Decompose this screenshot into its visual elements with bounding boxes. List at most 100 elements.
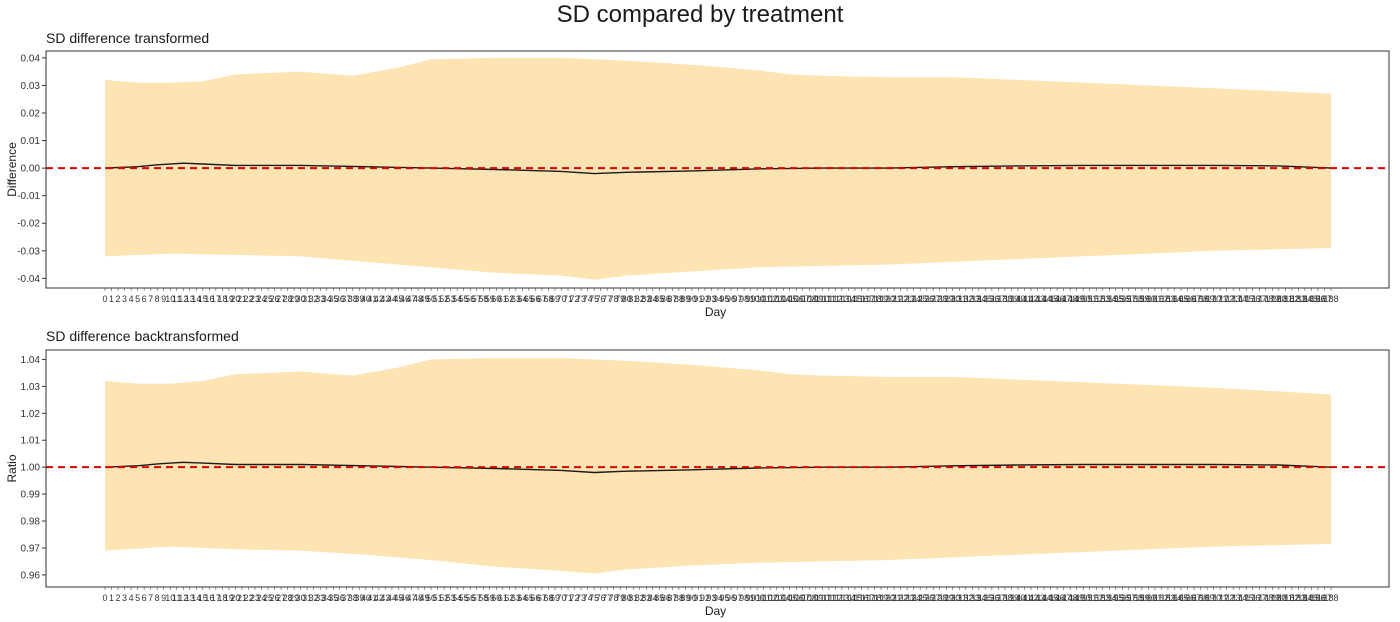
x-tick-label: 106 (789, 294, 804, 304)
y-tick-label: 0.01 (21, 136, 41, 147)
x-tick-label: 18 (217, 294, 227, 304)
x-tick-label: 157 (1121, 294, 1136, 304)
x-tick-label: 12 (178, 593, 188, 603)
x-tick-label: 69 (550, 294, 560, 304)
x-tick-label: 108 (802, 294, 817, 304)
x-tick-label: 11 (172, 593, 181, 603)
x-tick-label: 141 (1017, 294, 1032, 304)
x-tick-label: 27 (276, 593, 286, 603)
x-tick-label: 139 (1004, 593, 1019, 603)
x-tick-label: 83 (641, 294, 651, 304)
x-tick-label: 87 (667, 294, 677, 304)
x-tick-label: 50 (426, 294, 436, 304)
x-tick-label: 9 (161, 593, 166, 603)
x-tick-label: 57 (472, 593, 482, 603)
x-tick-label: 71 (563, 294, 573, 304)
x-tick-label: 75 (589, 294, 599, 304)
x-tick-label: 120 (880, 294, 895, 304)
x-tick-label: 52 (439, 593, 449, 603)
x-tick-label: 22 (243, 294, 253, 304)
x-tick-label: 148 (1063, 593, 1078, 603)
x-tick-label: 150 (1076, 294, 1091, 304)
x-tick-label: 44 (387, 593, 397, 603)
x-tick-label: 115 (848, 593, 862, 603)
x-tick-label: 28 (283, 593, 293, 603)
x-tick-label: 36 (335, 294, 345, 304)
x-tick-label: 183 (1291, 593, 1306, 603)
x-tick-label: 146 (1050, 294, 1065, 304)
x-tick-label: 166 (1180, 294, 1195, 304)
x-tick-label: 84 (648, 294, 658, 304)
x-tick-label: 139 (1004, 294, 1019, 304)
x-tick-label: 178 (1258, 593, 1273, 603)
y-tick-label: -0.04 (17, 274, 40, 285)
x-tick-label: 187 (1317, 593, 1332, 603)
x-tick-label: 43 (380, 593, 390, 603)
x-tick-label: 111 (822, 294, 836, 304)
panel-title: SD difference transformed (46, 30, 209, 46)
x-tick-label: 144 (1037, 294, 1052, 304)
x-tick-label: 53 (446, 294, 456, 304)
x-tick-label: 15 (198, 294, 208, 304)
x-tick-label: 101 (756, 593, 771, 603)
panel-title: SD difference backtransformed (46, 328, 239, 344)
x-tick-label: 29 (289, 294, 299, 304)
x-tick-label: 57 (472, 294, 482, 304)
x-tick-label: 94 (713, 593, 723, 603)
x-tick-label: 17 (211, 593, 221, 603)
x-tick-label: 52 (439, 294, 449, 304)
x-tick-label: 149 (1069, 593, 1084, 603)
y-axis-label: Difference (5, 142, 19, 197)
x-tick-label: 105 (782, 593, 797, 603)
x-tick-label: 140 (1010, 593, 1025, 603)
x-tick-label: 65 (524, 593, 534, 603)
x-tick-label: 145 (1043, 593, 1058, 603)
x-tick-label: 145 (1043, 294, 1058, 304)
y-tick-label: 0.98 (21, 517, 41, 528)
x-tick-label: 85 (654, 294, 664, 304)
x-tick-label: 110 (815, 294, 829, 304)
x-tick-label: 53 (446, 593, 456, 603)
x-tick-label: 129 (939, 593, 954, 603)
x-tick-label: 111 (822, 593, 836, 603)
figure-title: SD compared by treatment (556, 1, 844, 28)
x-tick-label: 10 (165, 593, 175, 603)
x-tick-label: 171 (1213, 593, 1228, 603)
x-tick-label: 123 (900, 294, 915, 304)
x-tick-label: 60 (491, 294, 501, 304)
x-tick-label: 21 (237, 294, 247, 304)
x-tick-label: 81 (628, 294, 638, 304)
x-tick-label: 72 (570, 294, 580, 304)
x-tick-label: 169 (1200, 294, 1215, 304)
x-tick-label: 165 (1173, 593, 1188, 603)
x-tick-label: 51 (433, 593, 443, 603)
x-tick-label: 41 (367, 294, 377, 304)
x-tick-label: 13 (185, 294, 195, 304)
x-tick-label: 82 (635, 294, 645, 304)
x-tick-label: 142 (1024, 593, 1039, 603)
x-tick-label: 166 (1180, 593, 1195, 603)
x-tick-label: 121 (887, 593, 902, 603)
x-tick-label: 49 (420, 294, 430, 304)
x-tick-label: 37 (341, 294, 351, 304)
x-tick-label: 68 (543, 294, 553, 304)
x-tick-label: 46 (400, 593, 410, 603)
x-tick-label: 63 (511, 593, 521, 603)
y-tick-label: 0.96 (21, 570, 41, 581)
x-axis-label: Day (705, 604, 726, 618)
x-tick-label: 184 (1297, 294, 1312, 304)
x-tick-label: 88 (674, 294, 684, 304)
x-tick-label: 188 (1323, 593, 1338, 603)
x-tick-label: 8 (155, 294, 160, 304)
x-tick-label: 115 (848, 294, 862, 304)
x-tick-label: 0 (102, 294, 107, 304)
x-tick-label: 187 (1317, 294, 1332, 304)
x-tick-label: 178 (1258, 294, 1273, 304)
x-tick-label: 26 (270, 593, 280, 603)
y-tick-label: 0.97 (21, 543, 41, 554)
y-tick-label: -0.01 (17, 191, 40, 202)
x-tick-label: 125 (913, 294, 928, 304)
x-tick-label: 92 (700, 294, 710, 304)
x-tick-label: 158 (1128, 593, 1143, 603)
